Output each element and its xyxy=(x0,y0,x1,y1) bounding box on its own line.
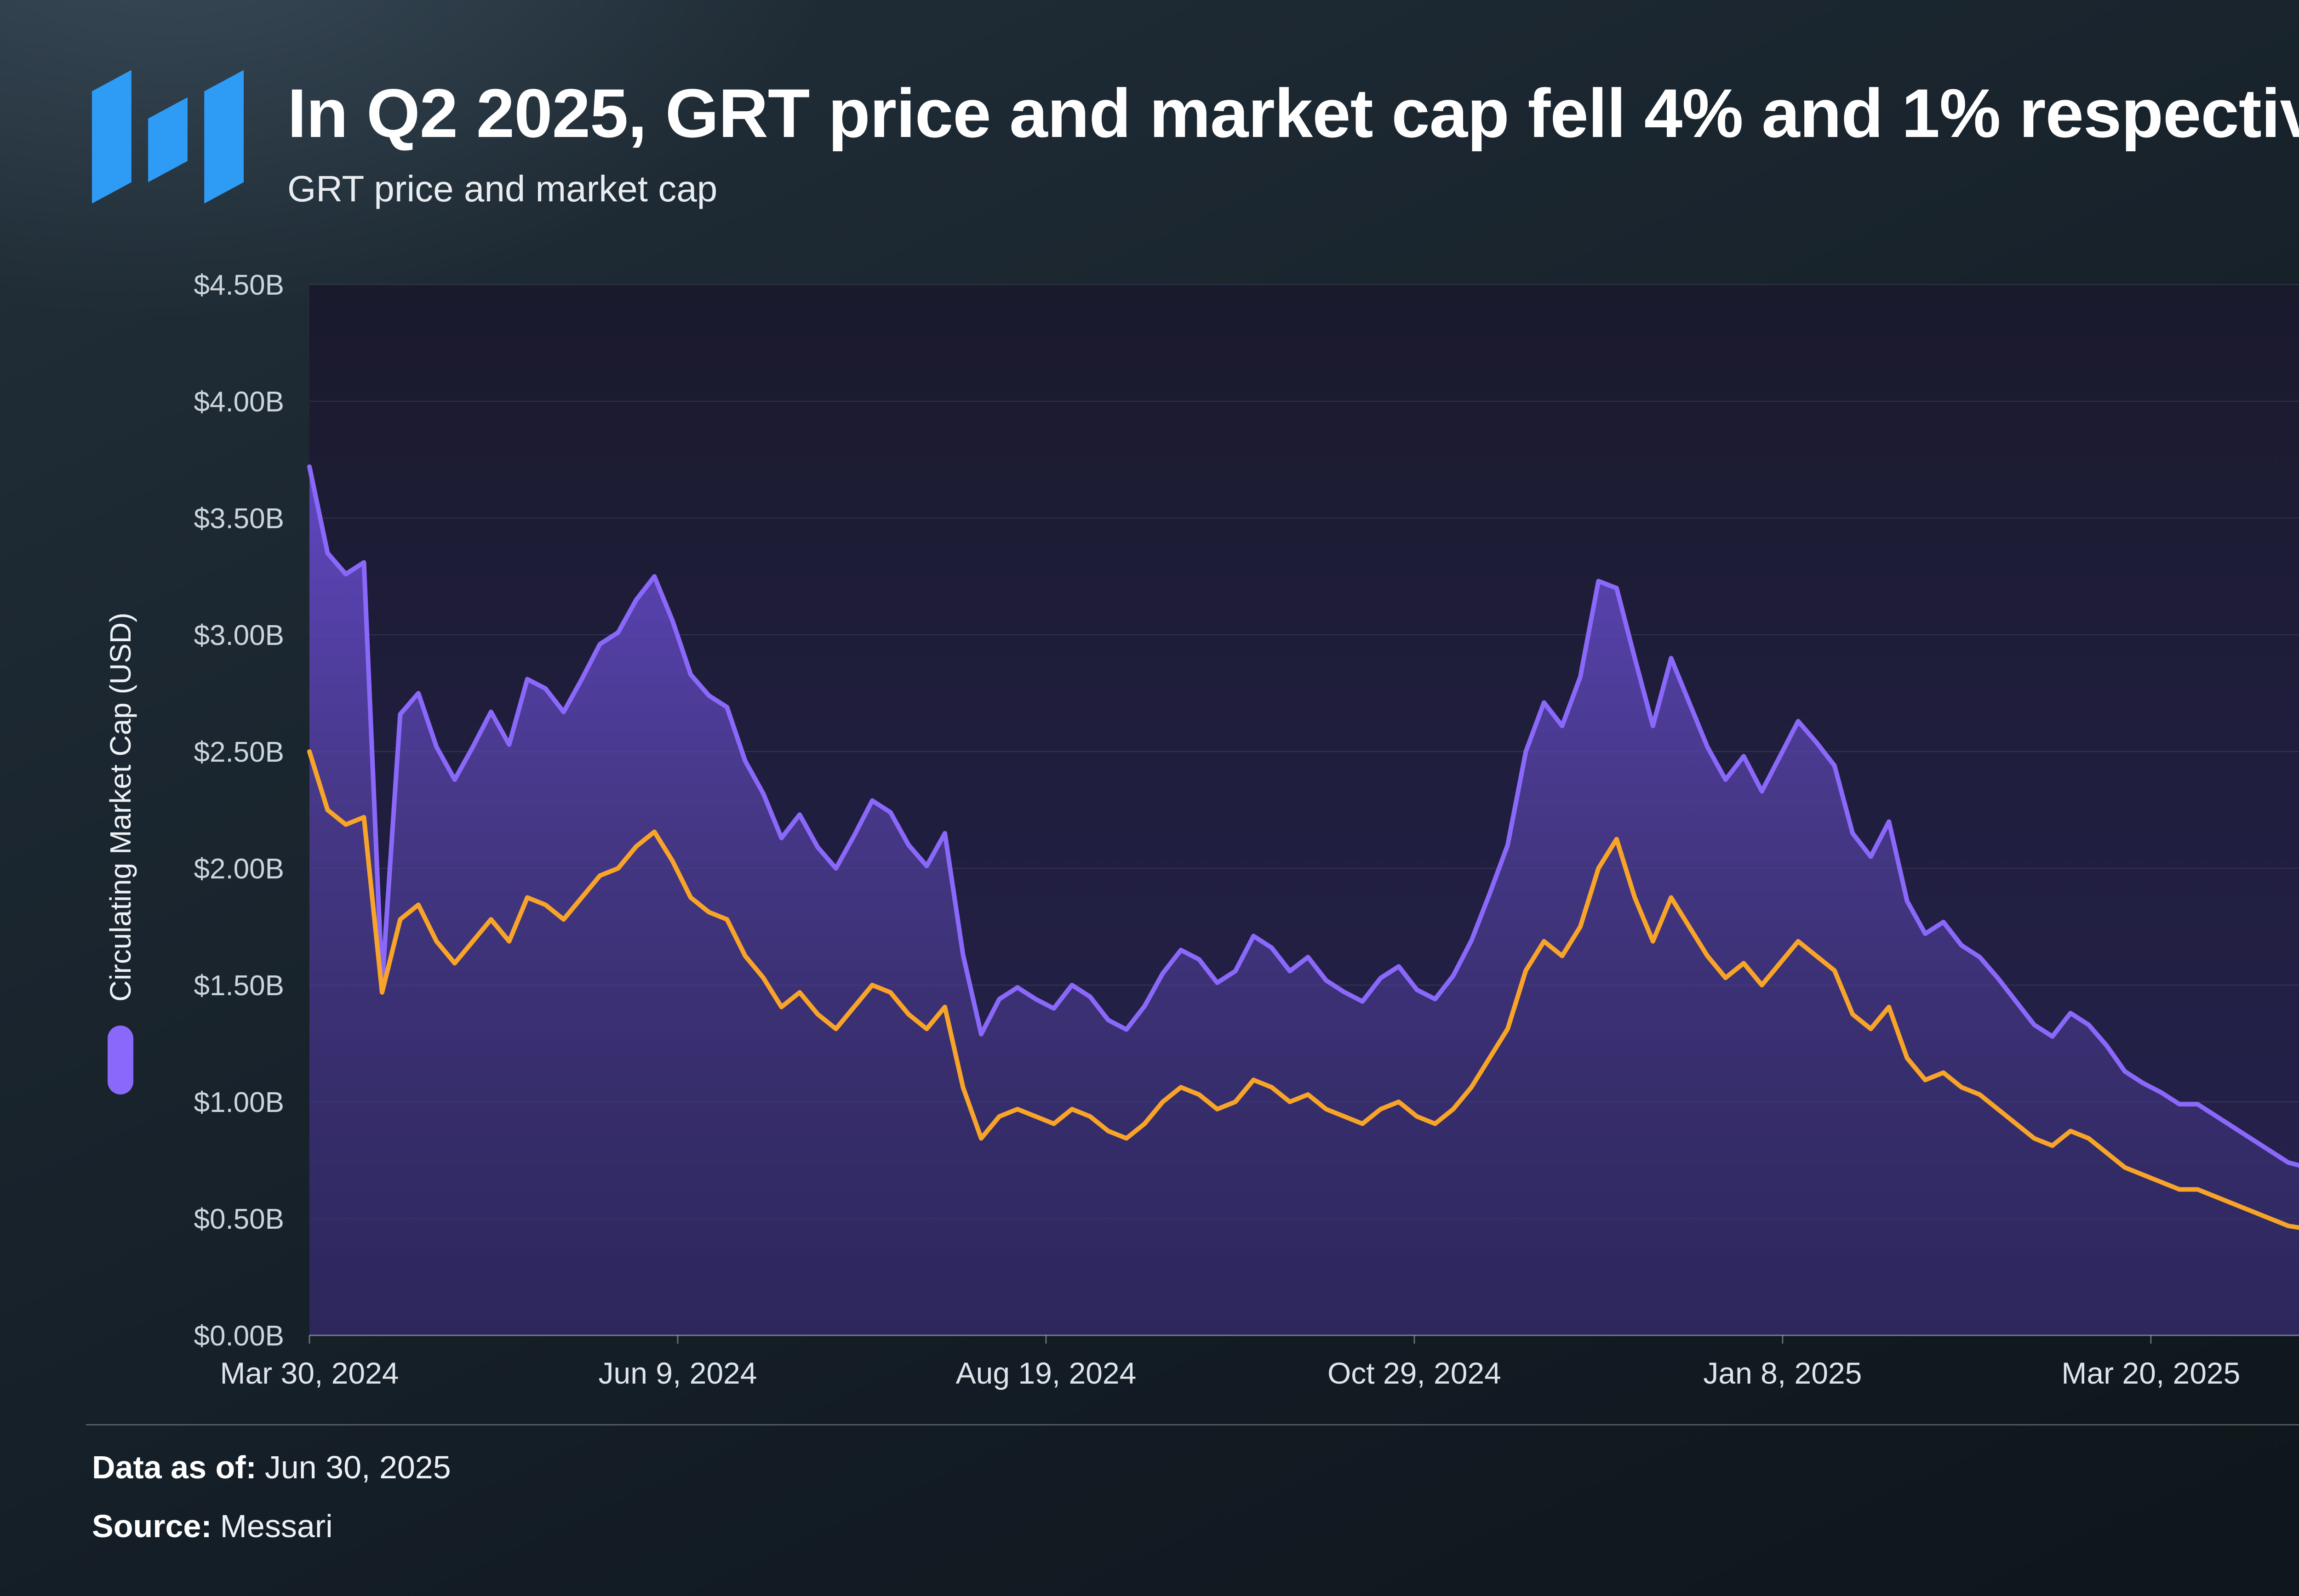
footer-divider xyxy=(86,1424,2299,1425)
page-title: In Q2 2025, GRT price and market cap fel… xyxy=(287,74,2299,152)
footer-meta: Data as of: Jun 30, 2025 Source: Messari xyxy=(92,1449,451,1567)
title-block: In Q2 2025, GRT price and market cap fel… xyxy=(287,64,2299,210)
left-axis-title: Circulating Market Cap (USD) xyxy=(104,612,137,1094)
market-cap-legend-pill xyxy=(108,1026,133,1094)
y-left-tick-label: $4.50B xyxy=(194,269,284,301)
x-tick-label: Jun 9, 2024 xyxy=(598,1356,757,1390)
page-subtitle: GRT price and market cap xyxy=(287,168,718,209)
x-tick-label: Mar 20, 2025 xyxy=(2061,1356,2240,1390)
y-left-tick-label: $4.00B xyxy=(194,386,284,418)
y-left-tick-label: $2.00B xyxy=(194,853,284,885)
data-as-of-value: Jun 30, 2025 xyxy=(264,1449,451,1485)
y-left-tick-label: $0.00B xyxy=(194,1320,284,1352)
x-tick-label: Aug 19, 2024 xyxy=(956,1356,1137,1390)
data-as-of: Data as of: Jun 30, 2025 xyxy=(92,1449,451,1486)
x-tick-label: Oct 29, 2024 xyxy=(1327,1356,1501,1390)
market-cap-area xyxy=(309,467,2299,1335)
data-as-of-label: Data as of: xyxy=(92,1449,257,1485)
messari-logo-icon xyxy=(92,64,244,209)
messari-logo-glyph xyxy=(92,70,244,204)
source-value: Messari xyxy=(220,1508,333,1544)
y-left-tick-label: $3.50B xyxy=(194,503,284,535)
x-tick-label: Mar 30, 2024 xyxy=(220,1356,399,1390)
price-line xyxy=(307,749,2299,1230)
market-cap-line xyxy=(307,464,2299,1168)
y-left-tick-label: $1.50B xyxy=(194,970,284,1002)
header: In Q2 2025, GRT price and market cap fel… xyxy=(92,64,2299,210)
y-left-tick-label: $1.00B xyxy=(194,1087,284,1118)
y-left-tick-label: $3.00B xyxy=(194,620,284,651)
left-axis-label: Circulating Market Cap (USD) xyxy=(104,612,137,1002)
y-left-tick-label: $0.50B xyxy=(194,1203,284,1235)
source: Source: Messari xyxy=(92,1508,451,1545)
y-left-tick-label: $2.50B xyxy=(194,736,284,768)
x-tick-label: Jan 8, 2025 xyxy=(1703,1356,1862,1390)
source-label: Source: xyxy=(92,1508,212,1544)
